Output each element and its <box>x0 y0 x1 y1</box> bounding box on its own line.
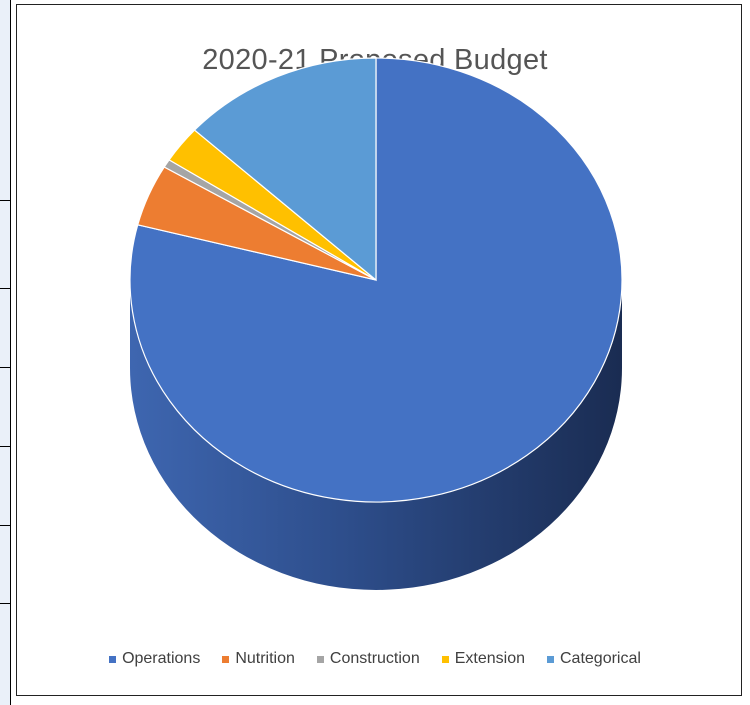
divider <box>0 367 10 368</box>
legend-swatch <box>222 655 230 663</box>
legend-label: Nutrition <box>235 650 295 667</box>
pie-side-wall <box>130 280 622 590</box>
legend-label: Operations <box>122 650 201 667</box>
divider <box>0 288 10 289</box>
legend-swatch <box>441 655 449 663</box>
legend-item-construction: Construction <box>316 650 420 668</box>
pie-slice-operations <box>129 57 623 503</box>
left-edge-strip <box>0 0 11 705</box>
legend-label: Extension <box>454 650 525 667</box>
legend-item-extension: Extension <box>441 650 525 668</box>
legend-swatch <box>109 655 117 663</box>
legend-label: Categorical <box>560 650 641 667</box>
chart-legend: Operations Nutrition Construction Extension… <box>0 650 750 668</box>
divider <box>0 446 10 447</box>
legend-item-operations: Operations <box>109 650 200 668</box>
divider <box>0 200 10 201</box>
pie-slice-categorical <box>193 57 377 282</box>
legend-swatch <box>547 655 554 663</box>
divider <box>0 525 10 526</box>
legend-item-categorical: Categorical <box>547 650 641 668</box>
legend-label: Construction <box>329 650 420 667</box>
legend-item-nutrition: Nutrition <box>222 650 295 668</box>
divider <box>0 603 10 604</box>
legend-swatch <box>316 655 324 663</box>
